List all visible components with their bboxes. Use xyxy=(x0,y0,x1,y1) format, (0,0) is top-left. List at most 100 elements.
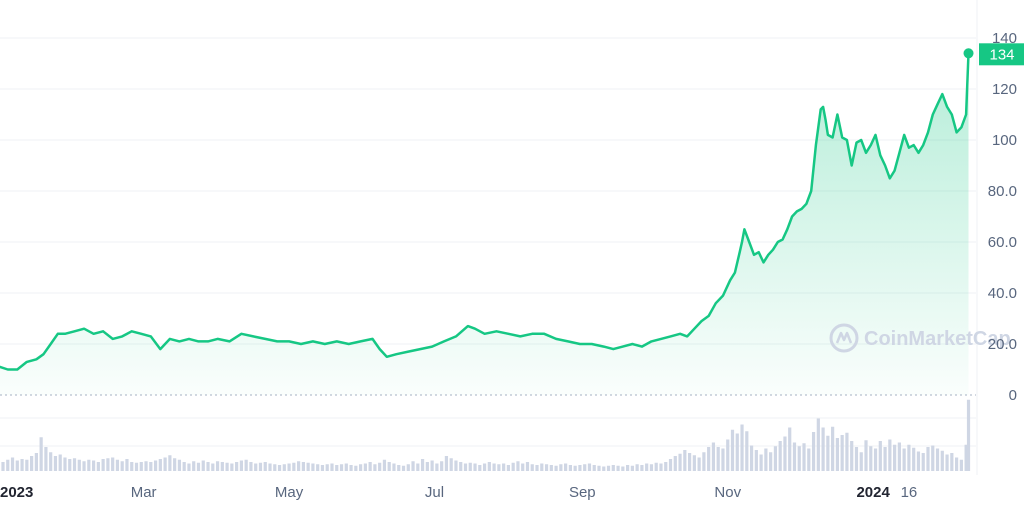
volume-bar xyxy=(740,424,744,471)
volume-bar xyxy=(878,441,882,471)
volume-bar xyxy=(244,459,248,471)
volume-bar xyxy=(664,462,668,471)
volume-bar xyxy=(263,462,267,471)
volume-bar xyxy=(573,465,577,471)
volume-bar xyxy=(611,465,615,471)
volume-bar xyxy=(325,464,329,471)
volume-bar xyxy=(966,399,971,471)
volume-bar xyxy=(368,462,372,471)
volume-bar xyxy=(87,459,91,471)
volume-bar xyxy=(416,463,420,471)
volume-bar xyxy=(163,457,167,471)
volume-bar xyxy=(339,464,344,471)
volume-bar xyxy=(883,447,887,471)
volume-bar xyxy=(201,460,205,471)
volume-bar xyxy=(845,432,849,471)
volume-bars xyxy=(1,399,971,471)
watermark: CoinMarketCap xyxy=(829,323,1011,353)
volume-bar xyxy=(10,457,15,471)
volume-bar xyxy=(211,463,215,471)
volume-bar xyxy=(258,462,263,471)
volume-bar xyxy=(235,462,239,471)
volume-bar xyxy=(435,463,439,471)
volume-bar xyxy=(564,463,568,471)
volume-bar xyxy=(521,463,525,471)
volume-bar xyxy=(540,463,544,471)
volume-bar xyxy=(630,465,634,471)
y-tick-label: 100 xyxy=(992,132,1017,149)
volume-bar xyxy=(735,433,739,471)
volume-bar xyxy=(320,465,325,471)
y-tick-label: 0 xyxy=(1009,387,1017,404)
volume-bar xyxy=(711,442,716,471)
volume-bar xyxy=(287,463,291,471)
volume-bar xyxy=(387,462,391,471)
volume-bar xyxy=(397,465,401,471)
volume-bar xyxy=(897,442,901,471)
volume-bar xyxy=(726,439,730,471)
volume-bar xyxy=(440,461,444,471)
volume-bar xyxy=(173,458,177,471)
watermark-text: CoinMarketCap xyxy=(864,328,1011,350)
volume-bar xyxy=(778,441,782,471)
volume-bar xyxy=(68,459,72,471)
volume-bar xyxy=(792,442,797,471)
volume-bar xyxy=(487,462,491,471)
volume-bar xyxy=(831,426,835,471)
volume-bar xyxy=(592,465,596,471)
volume-bar xyxy=(101,459,105,471)
volume-bar xyxy=(840,435,844,471)
volume-bar xyxy=(912,447,916,471)
volume-bar xyxy=(63,457,67,471)
volume-bar xyxy=(215,461,220,471)
price-area-fill xyxy=(0,53,969,396)
volume-bar xyxy=(959,459,963,471)
volume-bar xyxy=(850,441,854,471)
volume-bar xyxy=(354,465,358,471)
volume-bar xyxy=(816,418,820,471)
x-tick-label: Nov xyxy=(714,484,741,501)
volume-bar xyxy=(273,464,277,471)
volume-bar xyxy=(645,463,649,471)
volume-bar xyxy=(616,465,620,471)
volume-bar xyxy=(678,453,682,471)
volume-bar xyxy=(854,447,859,471)
volume-bar xyxy=(811,432,816,471)
y-tick-label: 20.0 xyxy=(988,336,1017,353)
volume-bar xyxy=(177,459,182,471)
volume-bar xyxy=(721,448,725,471)
volume-bar xyxy=(139,462,143,471)
volume-bar xyxy=(826,435,830,471)
x-axis: 2023 Mar May Jul Sep Nov 2024 16 xyxy=(0,484,917,501)
volume-bar xyxy=(516,461,520,471)
volume-bar xyxy=(473,463,477,471)
volume-bar xyxy=(935,448,940,471)
volume-bar xyxy=(530,464,534,471)
volume-bar xyxy=(621,466,625,471)
volume-bar xyxy=(206,462,210,471)
volume-bar xyxy=(344,463,348,471)
volume-bar xyxy=(549,465,553,471)
volume-bar xyxy=(373,464,377,471)
volume-bar xyxy=(106,458,110,471)
volume-bar xyxy=(821,427,825,471)
volume-bar xyxy=(192,461,196,471)
volume-bar xyxy=(749,445,754,471)
volume-bar xyxy=(1,462,5,471)
current-price-badge-bg xyxy=(979,43,1024,66)
volume-bar xyxy=(797,446,801,471)
volume-bar xyxy=(130,462,134,471)
volume-bar xyxy=(430,460,434,471)
volume-bar xyxy=(835,438,839,471)
volume-bar xyxy=(583,464,587,471)
volume-bar xyxy=(783,436,787,471)
volume-bar xyxy=(683,450,687,471)
volume-bar xyxy=(525,462,530,471)
volume-bar xyxy=(468,462,472,471)
volume-bar xyxy=(277,465,282,471)
volume-bar xyxy=(921,453,925,471)
volume-bar xyxy=(478,465,482,471)
volume-bar xyxy=(940,450,944,471)
volume-bar xyxy=(587,463,592,471)
